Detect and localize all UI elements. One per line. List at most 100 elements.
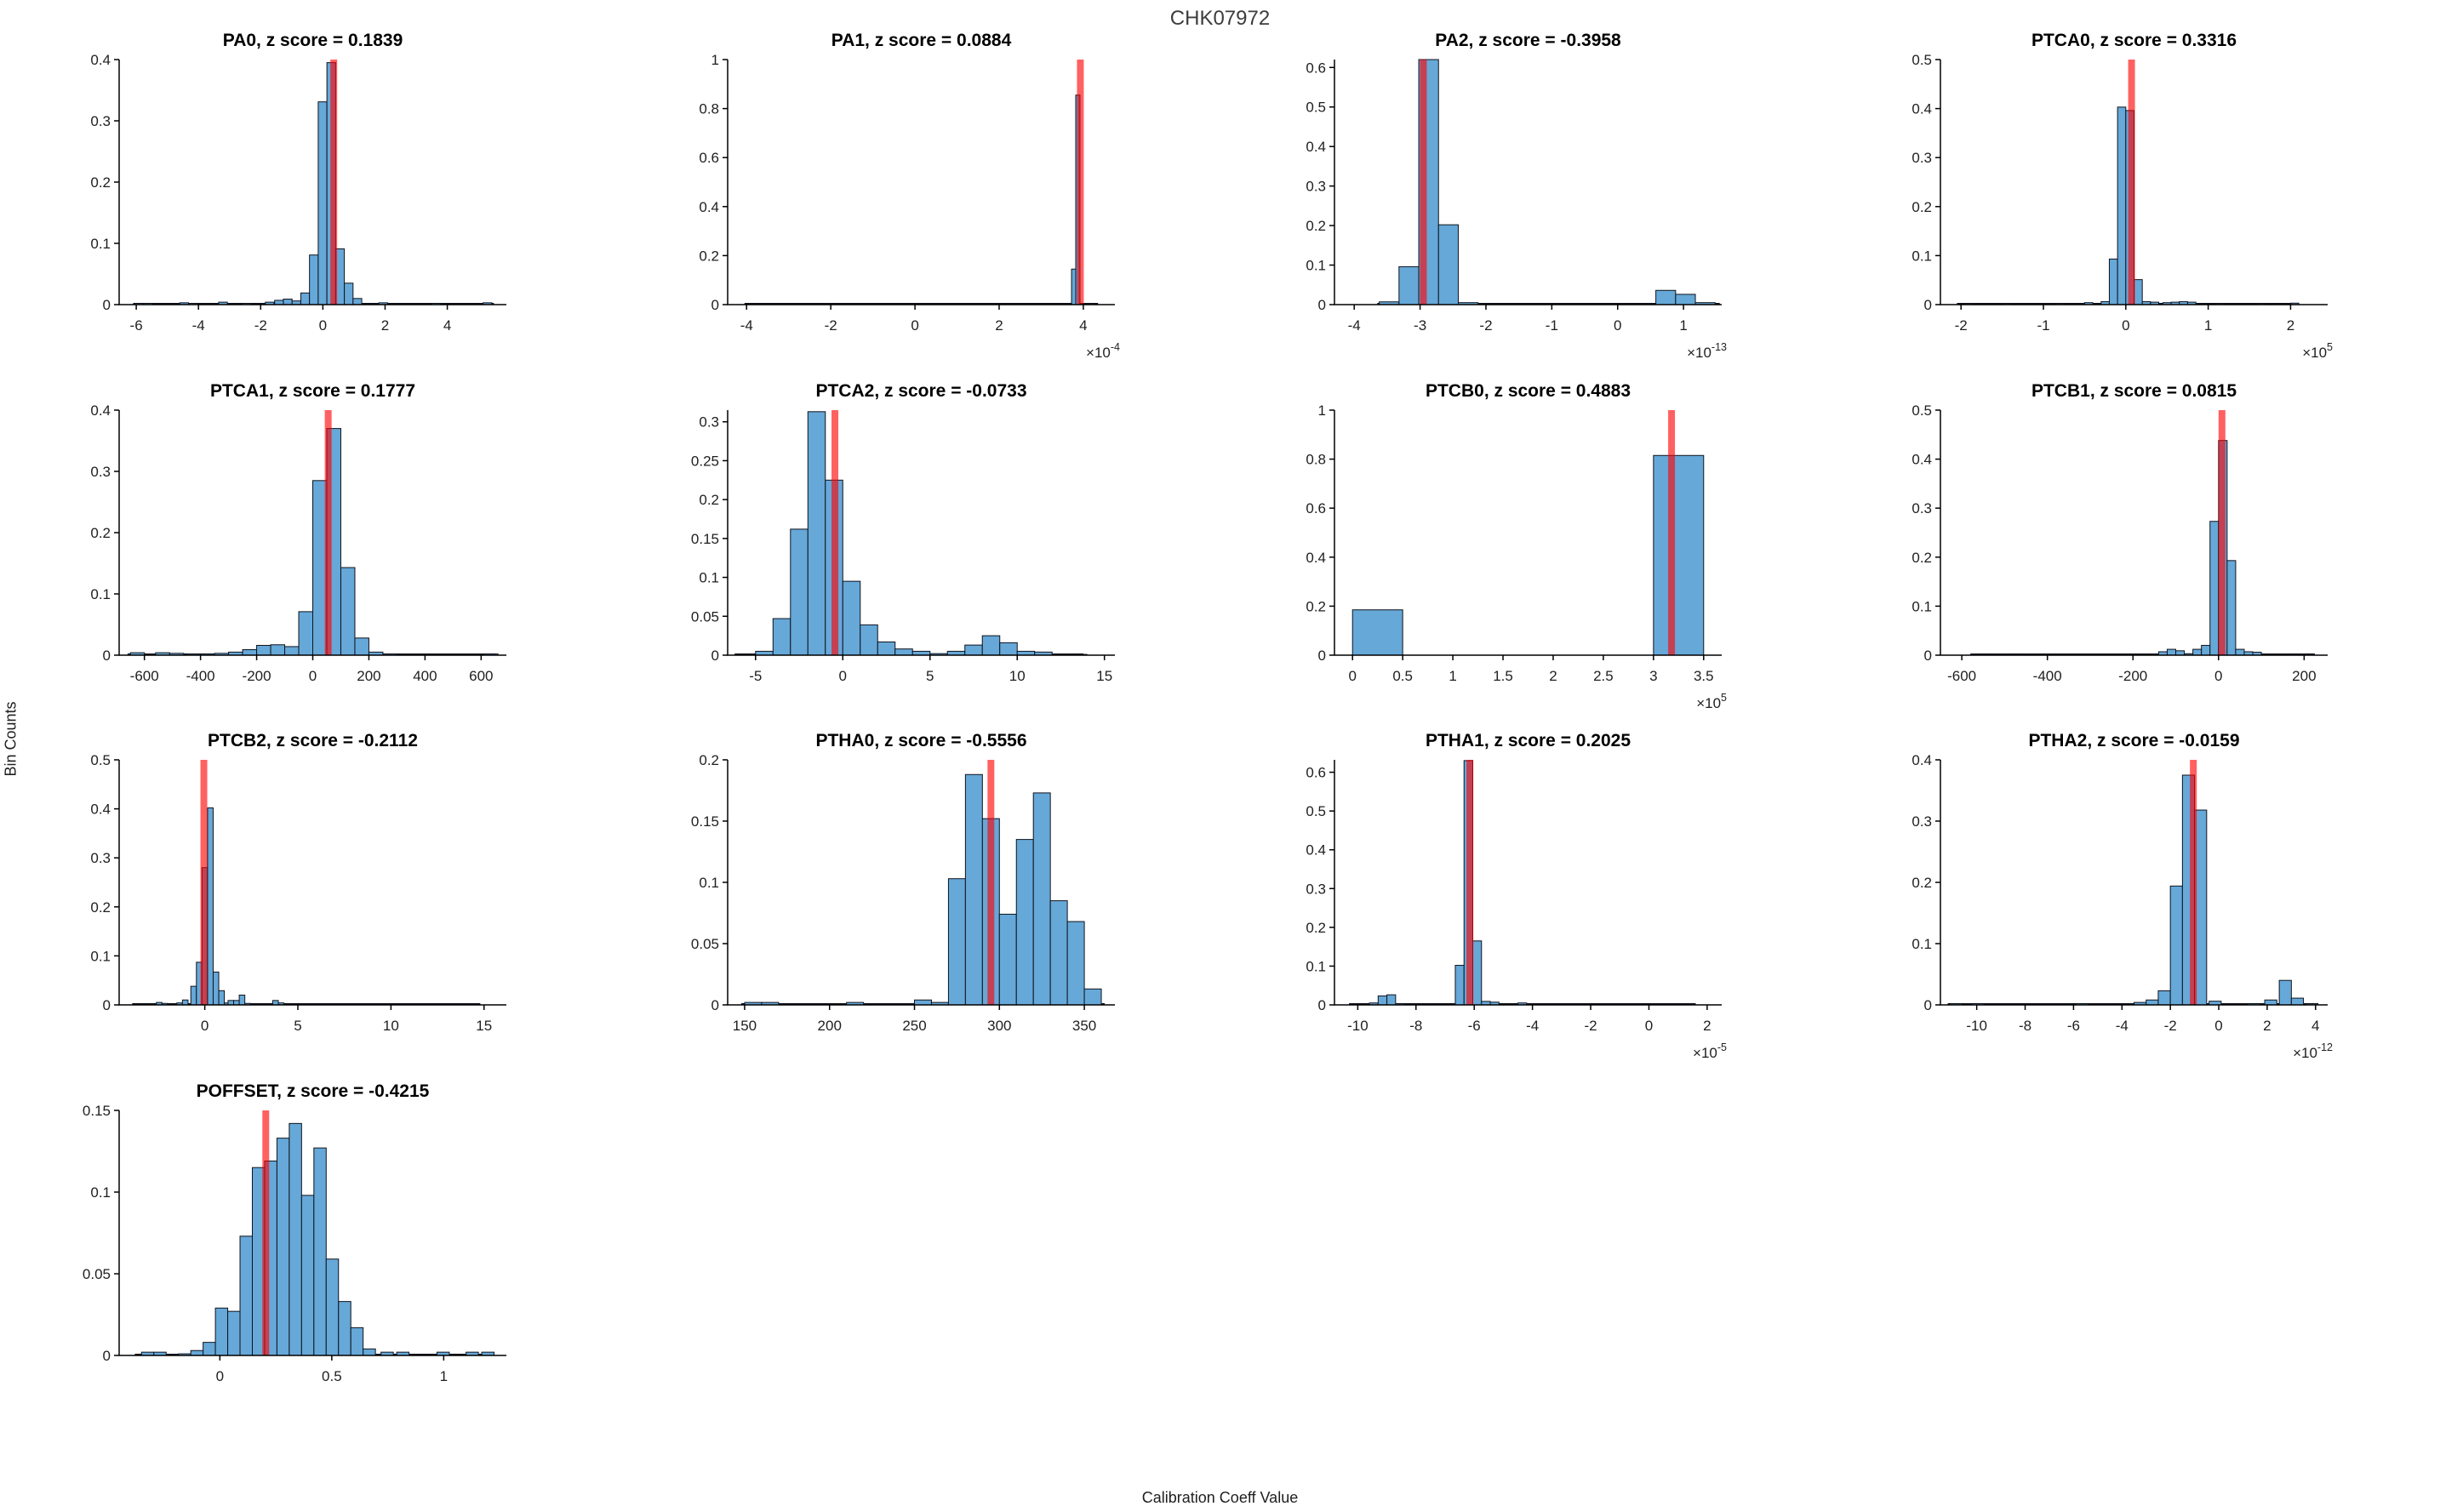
y-tick-label: 0.4 [90, 802, 111, 818]
x-tick-label: 2 [1549, 668, 1557, 684]
reference-line [1466, 760, 1474, 1005]
x-tick-label: -2 [1955, 317, 1968, 334]
histogram-bar [340, 567, 356, 656]
x-exponent-label: ×105 [1696, 692, 1727, 711]
y-tick-label: 0.4 [1306, 139, 1326, 155]
y-tick-label: 0.3 [1911, 813, 1932, 830]
histogram-bar [1071, 268, 1077, 305]
x-tick-label: 0 [911, 317, 918, 334]
y-tick-label: 0.1 [90, 948, 111, 964]
histogram-bar [999, 642, 1018, 656]
x-tick-label: 4 [2311, 1018, 2319, 1034]
y-tick-label: 0 [1924, 648, 1932, 664]
x-tick-label: -2 [1584, 1018, 1597, 1034]
histogram-bar [352, 298, 363, 305]
x-tick-label: 0 [2122, 317, 2129, 334]
histogram-bar [842, 580, 861, 656]
y-tick-label: 0 [103, 997, 111, 1013]
histogram-bar [256, 644, 271, 656]
y-tick-label: 0 [711, 997, 719, 1013]
x-tick-label: 2 [1703, 1018, 1711, 1034]
histogram-bar [2108, 258, 2118, 305]
subplot-title: PTHA0, z score = -0.5556 [815, 731, 1026, 750]
y-tick-label: 0.1 [1911, 598, 1932, 614]
x-tick-label: -4 [1526, 1018, 1539, 1034]
y-tick-label: 0.8 [699, 101, 719, 117]
x-tick-label: 200 [357, 668, 380, 684]
y-tick-label: 0.4 [1911, 752, 1932, 768]
x-tick-label: -5 [749, 668, 762, 684]
histogram-bar [1655, 289, 1677, 305]
x-tick-label: 2 [2287, 317, 2294, 334]
histogram-bar [2264, 999, 2277, 1006]
y-tick-label: 0.4 [90, 52, 111, 68]
x-exponent-label: ×10-5 [1693, 1041, 1727, 1061]
x-tick-label: 5 [294, 1018, 301, 1034]
histogram-bar [363, 1348, 376, 1356]
histogram-bar [239, 1235, 253, 1356]
x-tick-label: -4 [2116, 1018, 2129, 1034]
y-tick-label: 0.2 [90, 174, 111, 191]
x-tick-label: -4 [740, 317, 753, 334]
y-tick-label: 0.4 [699, 199, 719, 215]
x-exponent-label: ×10-12 [2293, 1041, 2333, 1061]
reference-line [324, 410, 332, 655]
histogram-bar [242, 649, 258, 656]
histogram-bar [276, 1138, 290, 1356]
y-tick-label: 0.05 [83, 1266, 111, 1282]
x-tick-label: 0 [1348, 668, 1356, 684]
x-tick-label: -2 [1479, 317, 1492, 334]
x-tick-label: 300 [987, 1018, 1011, 1034]
histogram-bar [2201, 644, 2211, 656]
x-tick-label: 2 [2263, 1018, 2271, 1034]
y-tick-label: 0.5 [1911, 402, 1932, 419]
x-tick-label: -10 [1966, 1018, 1987, 1034]
histogram-bar [2117, 106, 2127, 305]
y-tick-label: 0.5 [1306, 100, 1326, 116]
y-tick-label: 0.1 [1306, 258, 1326, 274]
x-tick-label: 0 [2214, 1018, 2222, 1034]
y-tick-label: 0.2 [90, 525, 111, 541]
y-tick-label: 0.3 [1911, 500, 1932, 516]
x-tick-label: -8 [1409, 1018, 1422, 1034]
axes-spines [727, 60, 1115, 305]
x-tick-label: -6 [130, 317, 143, 334]
x-tick-label: 2 [381, 317, 389, 334]
subplot-ptha0: PTHA0, z score = -0.5556 0 0.05 0.1 0.15 0.2 1… [691, 731, 1115, 1034]
x-tick-label: 4 [443, 317, 451, 334]
histogram-bar [2175, 650, 2186, 656]
x-tick-label: -8 [2019, 1018, 2031, 1034]
histogram-bar [300, 1195, 315, 1356]
histogram-bar [2166, 648, 2177, 656]
subplot-title: PA1, z score = 0.0884 [831, 31, 1012, 50]
y-tick-label: 0.3 [90, 850, 111, 866]
x-tick-label: 250 [902, 1018, 926, 1034]
subplot-ptcb1: PTCB1, z score = 0.0815 0 0.1 0.2 0.3 0.4 0.5 -… [1911, 381, 2328, 684]
histogram-bar [313, 1147, 327, 1356]
reference-line [2128, 60, 2135, 305]
histogram-bar [1437, 224, 1459, 305]
y-tick-label: 0.3 [1911, 150, 1932, 166]
x-tick-label: 1 [1449, 668, 1456, 684]
histogram-bar [300, 292, 311, 305]
x-tick-label: -600 [1947, 668, 1976, 684]
histogram-bar [1472, 940, 1483, 1006]
histogram-bar [1454, 965, 1465, 1006]
histogram-bar [238, 994, 246, 1006]
x-tick-label: -10 [1347, 1018, 1369, 1034]
reference-line [330, 60, 338, 305]
histogram-bar [1049, 900, 1068, 1006]
histogram-bar [317, 101, 328, 305]
reference-line [987, 760, 995, 1005]
x-tick-label: 0 [201, 1018, 209, 1034]
y-tick-label: 0.3 [699, 414, 719, 431]
y-tick-label: 0.1 [1911, 936, 1932, 952]
histogram-bar [2157, 990, 2171, 1006]
histogram-bar [203, 1342, 216, 1356]
subplot-title: PTHA1, z score = 0.2025 [1426, 731, 1631, 750]
histogram-bar [1653, 454, 1705, 656]
y-tick-label: 0.1 [1911, 248, 1932, 264]
x-tick-label: -4 [1348, 317, 1361, 334]
y-tick-label: 0.6 [1306, 60, 1326, 76]
x-tick-label: 3.5 [1694, 668, 1714, 684]
